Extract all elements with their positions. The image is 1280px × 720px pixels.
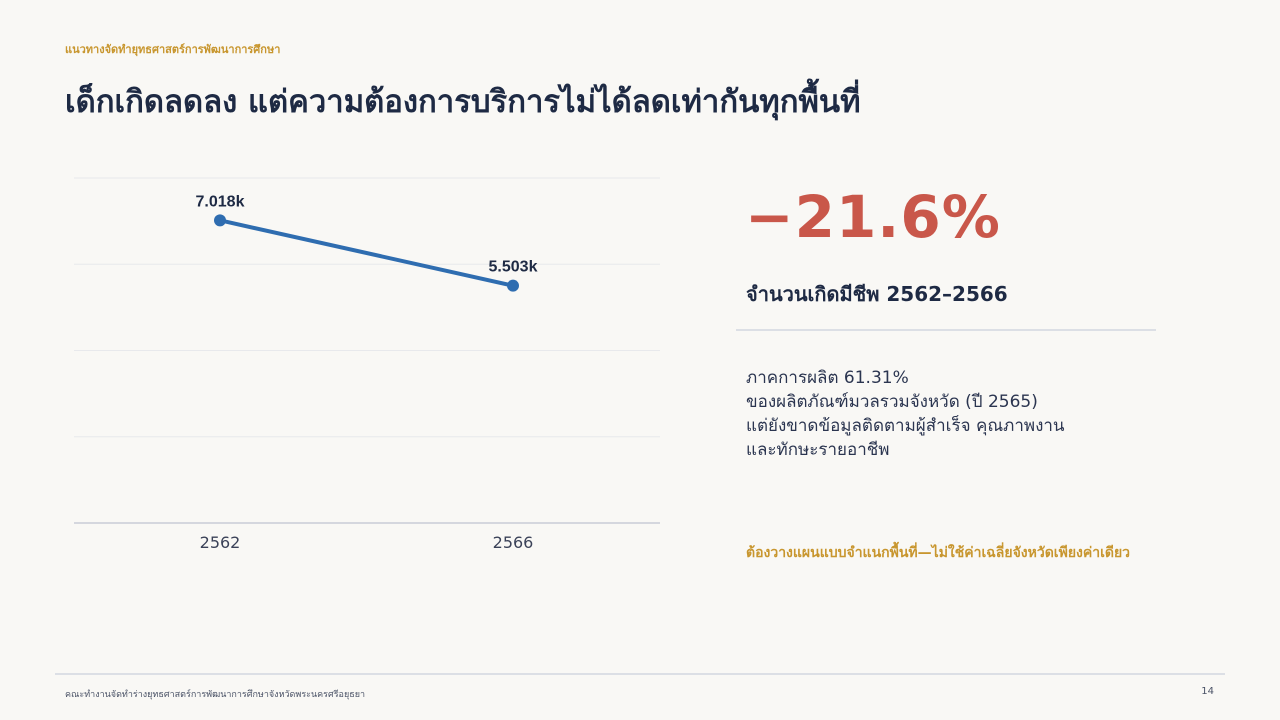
data-point xyxy=(214,214,226,227)
series-line xyxy=(218,218,515,288)
footer-text: คณะทำงานจัดทำร่างยุทธศาสตร์การพัฒนาการศึ… xyxy=(65,690,366,700)
callout-text: ต้องวางแผนแบบจำแนกพื้นที่—ไม่ใช้ค่าเฉลี่… xyxy=(746,545,1131,561)
page-title: เด็กเกิดลดลง แต่ความต้องการบริการไม่ได้ล… xyxy=(65,84,861,120)
birth-trend-line-chart: 2562 2566 7.018k 5.503k xyxy=(74,177,660,552)
description-line: และทักษะรายอาชีพ xyxy=(746,440,890,460)
stat-value: −21.6% xyxy=(745,183,1001,251)
x-tick-label: 2566 xyxy=(493,533,534,552)
section-kicker: แนวทางจัดทำยุทธศาสตร์การพัฒนาการศึกษา xyxy=(65,43,281,56)
footer-divider xyxy=(55,673,1225,675)
data-point xyxy=(507,279,519,292)
description-line: แต่ยังขาดข้อมูลติดตามผู้สำเร็จ คุณภาพงาน xyxy=(746,416,1065,436)
description-block: ภาคการผลิต 61.31% ของผลิตภัณฑ์มวลรวมจังห… xyxy=(746,366,1166,462)
x-tick-label: 2562 xyxy=(200,533,241,552)
description-line: ภาคการผลิต 61.31% xyxy=(746,368,909,388)
page-number: 14 xyxy=(1201,686,1214,697)
data-label: 5.503k xyxy=(489,259,538,276)
description-line: ของผลิตภัณฑ์มวลรวมจังหวัด (ปี 2565) xyxy=(746,392,1038,412)
stat-label: จำนวนเกิดมีชีพ 2562–2566 xyxy=(746,282,1008,306)
divider xyxy=(736,329,1156,331)
data-label: 7.018k xyxy=(196,193,245,210)
